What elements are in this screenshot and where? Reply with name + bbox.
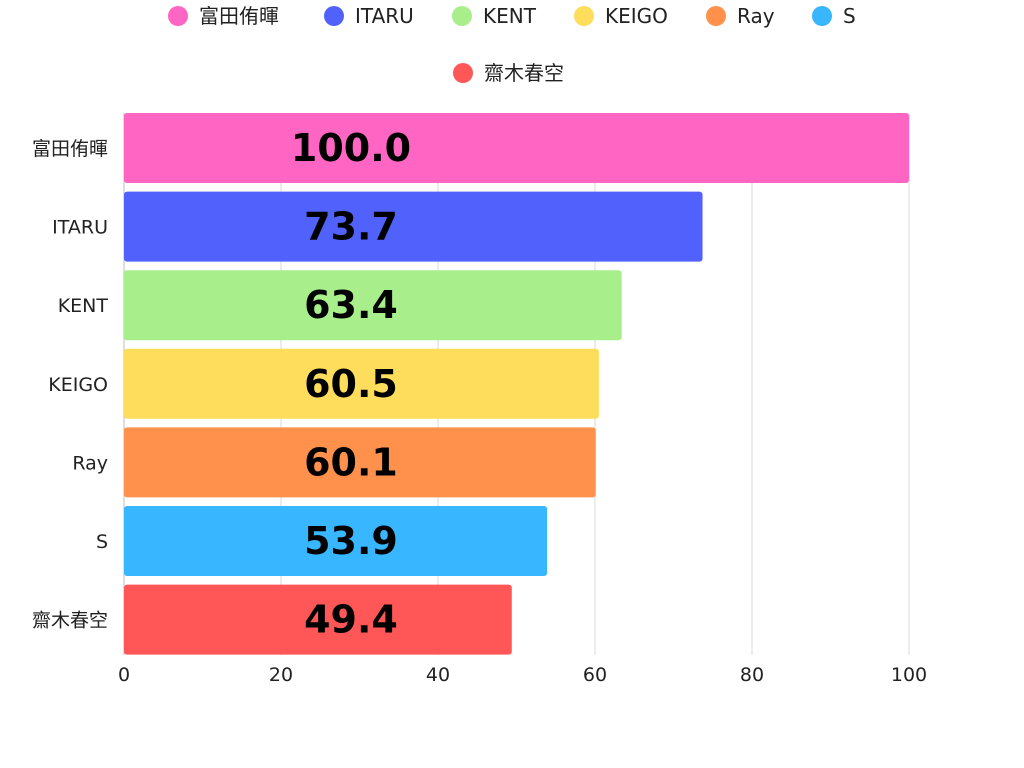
x-tick-label: 60 [583,664,607,686]
legend-swatch [452,6,472,26]
legend-label: S [843,4,856,28]
chart-bars: 100.0 73.7 63.4 60.5 60.1 53.9 49.4 [124,113,909,655]
bar-7 [124,584,512,655]
legend-label: 富田侑暉 [199,4,279,28]
category-label: S [96,531,108,553]
bar-value-label: 63.4 [304,283,398,327]
legend-item: 富田侑暉 [168,4,279,28]
legend-item: 齋木春空 [453,61,564,85]
bar-value-label: 60.1 [304,440,398,484]
legend-item: ITARU [324,4,414,28]
bar-4 [124,348,599,419]
bar-6 [124,506,548,576]
legend-swatch [812,6,832,26]
legend-item: KENT [452,4,537,28]
x-tick-label: 80 [740,664,764,686]
bar-value-label: 53.9 [304,519,398,563]
legend-item: S [812,4,856,28]
category-label: 富田侑暉 [32,138,108,160]
x-tick-label: 40 [426,664,450,686]
category-label: ITARU [52,217,108,239]
bar-value-label: 49.4 [304,598,398,642]
category-label: Ray [72,452,108,474]
legend-label: KEIGO [605,4,668,28]
bar-value-label: 100.0 [291,126,411,170]
legend-swatch [453,63,473,83]
legend-label: ITARU [355,4,414,28]
legend-item: KEIGO [574,4,668,28]
legend-swatch [168,6,188,26]
legend-label: KENT [483,4,537,28]
legend-swatch [324,6,344,26]
legend-swatch [706,6,726,26]
category-label: KEIGO [48,374,108,396]
legend-item: Ray [706,4,775,28]
category-axis: 富田侑暉 ITARU KENT KEIGO Ray S 齋木春空 [32,138,108,632]
bar-value-label: 60.5 [304,362,398,406]
legend-label: Ray [737,4,775,28]
bar-3 [124,270,622,341]
value-axis: 0 20 40 60 80 100 [118,664,927,686]
bar-1 [124,113,909,183]
x-tick-label: 0 [118,664,130,686]
category-label: 齋木春空 [32,610,108,632]
legend-swatch [574,6,594,26]
bar-2 [124,191,703,262]
chart-legend: 富田侑暉 ITARU KENT KEIGO Ray S 齋木春空 [168,4,856,85]
x-tick-label: 20 [269,664,293,686]
category-label: KENT [58,295,109,317]
bar-5 [124,427,596,498]
bar-value-label: 73.7 [304,205,398,249]
x-tick-label: 100 [891,664,927,686]
legend-label: 齋木春空 [484,61,564,85]
